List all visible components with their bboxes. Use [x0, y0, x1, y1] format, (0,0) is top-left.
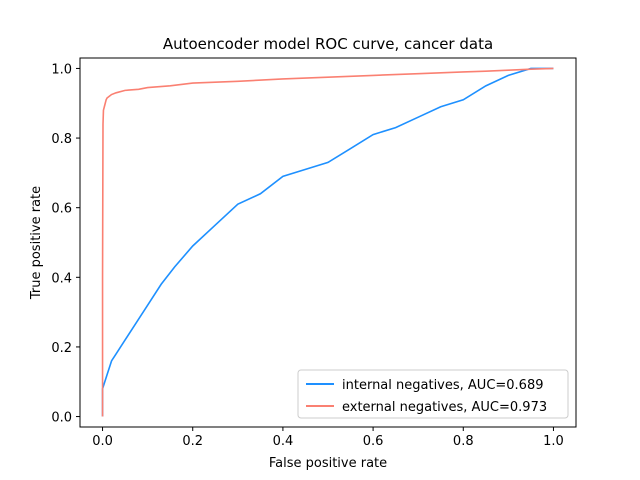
- y-tick-label: 1.0: [51, 62, 72, 77]
- y-tick-label: 0.6: [51, 202, 72, 217]
- y-tick-label: 0.8: [51, 132, 72, 147]
- legend-label: external negatives, AUC=0.973: [342, 400, 547, 415]
- y-tick-label: 0.2: [51, 341, 72, 356]
- y-axis: 0.0 0.2 0.4 0.6 0.8 1.0: [51, 62, 80, 426]
- legend: internal negatives, AUC=0.689 external ne…: [297, 369, 569, 419]
- x-tick-label: 0.6: [363, 434, 384, 449]
- series-line-internal-negatives: [101, 67, 554, 417]
- x-tick-label: 0.0: [92, 434, 113, 449]
- chart-title: Autoencoder model ROC curve, cancer data: [163, 35, 493, 53]
- x-tick-label: 0.4: [273, 434, 294, 449]
- plot-frame: [79, 57, 577, 428]
- x-tick-label: 1.0: [543, 434, 564, 449]
- series-line-external-negatives: [101, 67, 554, 417]
- x-axis-label: False positive rate: [269, 456, 387, 471]
- x-axis: 0.0 0.2 0.4 0.6 0.8 1.0: [92, 427, 564, 449]
- y-tick-label: 0.0: [51, 411, 72, 426]
- plot-area: [101, 67, 554, 417]
- x-tick-label: 0.8: [453, 434, 474, 449]
- legend-box: [297, 369, 569, 419]
- y-axis-label: True positive rate: [29, 186, 44, 300]
- y-tick-label: 0.4: [51, 271, 72, 286]
- legend-label: internal negatives, AUC=0.689: [342, 378, 544, 393]
- x-tick-label: 0.2: [182, 434, 203, 449]
